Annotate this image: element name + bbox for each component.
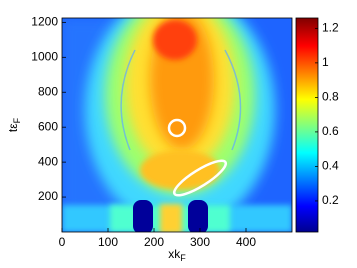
y-tick-label: 600 xyxy=(38,119,58,133)
y-tick-label: 800 xyxy=(38,84,58,98)
colorbar-tick-label: 0.8 xyxy=(322,90,339,104)
x-axis-label: xkF xyxy=(168,247,186,263)
y-tick-label: 400 xyxy=(38,154,58,168)
x-tick-label: 300 xyxy=(190,235,210,249)
x-label-main: xk xyxy=(168,247,181,261)
y-axis-label: tεF xyxy=(6,117,22,132)
x-tick-label: 0 xyxy=(59,235,66,249)
y-tick-label: 1000 xyxy=(31,49,58,63)
colorbar-tick-label: 0.2 xyxy=(322,193,339,207)
colorbar-tick-label: 1.2 xyxy=(322,21,339,35)
colorbar-tick-label: 0.4 xyxy=(322,159,339,173)
colorbar xyxy=(295,17,319,233)
x-tick-label: 100 xyxy=(98,235,118,249)
heatmap-image xyxy=(62,18,292,232)
x-tick-label: 400 xyxy=(236,235,256,249)
y-label-sub: F xyxy=(12,117,22,123)
y-tick-label: 1200 xyxy=(31,15,58,29)
y-label-main: tε xyxy=(6,123,20,132)
x-tick-label: 200 xyxy=(144,235,164,249)
y-tick-label: 200 xyxy=(38,189,58,203)
colorbar-tick-label: 1 xyxy=(322,55,329,69)
x-label-sub: F xyxy=(180,253,186,263)
colorbar-tick-label: 0.6 xyxy=(322,124,339,138)
plot-frame xyxy=(61,17,293,233)
